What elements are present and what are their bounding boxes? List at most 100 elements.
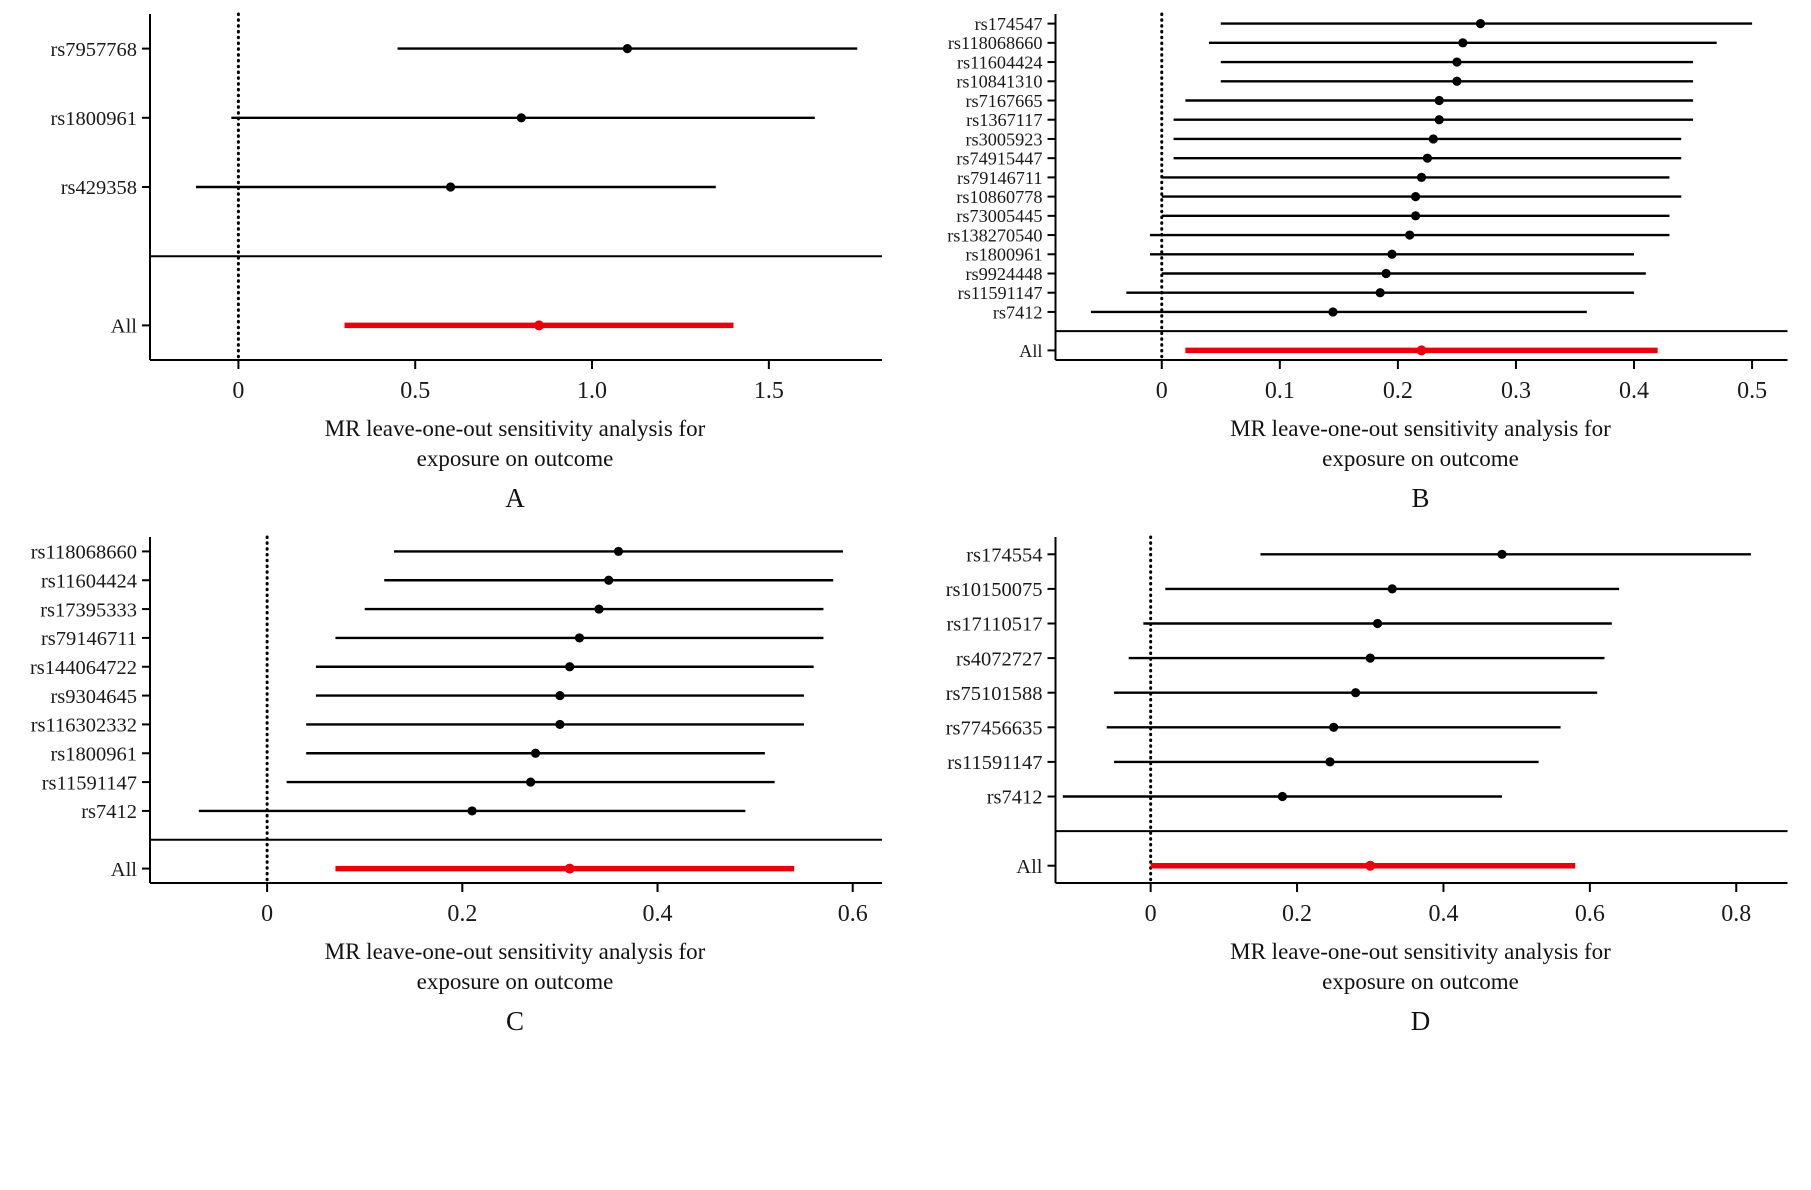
point-marker — [1387, 584, 1397, 594]
row-label: rs73005445 — [956, 206, 1042, 226]
forest-row: rs17110517 — [946, 614, 1612, 636]
row-label: rs116302332 — [31, 715, 137, 737]
figure-grid: 0 0.5 1.0 1.5 rs7957768 rs1800961 rs429358 All … — [0, 4, 1811, 1042]
forest-row: rs77456635 — [946, 717, 1561, 739]
forest-row: rs11591147 — [958, 283, 1635, 303]
row-label: rs1800961 — [50, 743, 137, 765]
x-axis-title-line1: MR leave-one-out sensitivity analysis fo… — [324, 416, 706, 441]
row-label: rs429358 — [61, 177, 137, 199]
forest-row: rs10841310 — [956, 72, 1694, 92]
forest-plot-b: 0 0.1 0.2 0.3 0.4 0.5 rs174547rs118068660rs116… — [947, 12, 1788, 404]
point-marker — [613, 546, 624, 557]
row-label: rs74915447 — [956, 149, 1042, 169]
panel-letter-b: B — [1411, 482, 1430, 513]
row-label: rs7167665 — [965, 91, 1042, 111]
point-marker — [1387, 249, 1397, 259]
row-label: rs9304645 — [50, 686, 137, 708]
forest-row: rs17395333 — [40, 599, 824, 621]
point-marker — [1381, 268, 1391, 279]
forest-panel-c: 0 0.2 0.4 0.6 rs118068660 rs11604424 rs1739533… — [0, 527, 905, 1042]
x-tick-label: 0.4 — [1619, 378, 1649, 404]
point-marker — [1410, 211, 1421, 221]
x-tick-label: 0 — [1156, 378, 1168, 404]
x-axis-title-line2: exposure on outcome — [1322, 446, 1519, 472]
forest-row: rs7957768 — [50, 39, 858, 61]
forest-row: rs74915447 — [956, 149, 1682, 169]
row-label: rs118068660 — [31, 542, 137, 564]
row-label: rs77456635 — [946, 717, 1043, 739]
row-label: rs11604424 — [957, 52, 1043, 72]
forest-row-all: All — [111, 859, 795, 881]
x-axis-title-a: MR leave-one-out sensitivity analysis fo… — [0, 414, 905, 475]
forest-row: rs138270540 — [947, 225, 1670, 245]
row-label: rs7412 — [81, 801, 137, 823]
point-marker — [1375, 288, 1385, 298]
forest-row: rs116302332 — [31, 715, 804, 737]
point-marker — [1351, 688, 1361, 698]
x-tick-label: 0.6 — [1575, 901, 1605, 927]
panel-letter-c: C — [505, 1005, 524, 1036]
forest-panel-b: 0 0.1 0.2 0.3 0.4 0.5 rs174547 rs118068660 rs116… — [905, 4, 1811, 519]
row-label: All — [111, 316, 138, 338]
row-label: rs1367117 — [966, 110, 1042, 130]
x-tick-label: 0.5 — [1737, 378, 1767, 404]
x-axis-title-line1: MR leave-one-out sensitivity analysis fo… — [1230, 416, 1611, 441]
x-axis-title-line2: exposure on outcome — [1322, 969, 1519, 995]
forest-row-all: All — [1019, 341, 1658, 361]
x-tick-label: 0.3 — [1501, 378, 1531, 404]
forest-row: rs11604424 — [41, 570, 834, 592]
row-label: rs4072727 — [956, 648, 1043, 670]
forest-row: rs4072727 — [956, 648, 1605, 670]
row-label: All — [1019, 341, 1042, 361]
all-point-marker — [1416, 345, 1427, 356]
row-label: rs11604424 — [41, 570, 137, 592]
forest-row: rs118068660 — [31, 542, 843, 564]
forest-row: rs11591147 — [42, 772, 775, 794]
point-marker — [1277, 791, 1288, 802]
forest-row: rs174554 — [966, 544, 1751, 566]
forest-row: rs429358 — [61, 177, 716, 199]
x-tick-label: 0.2 — [447, 901, 477, 927]
row-label: rs17395333 — [40, 599, 137, 621]
point-marker — [1452, 76, 1462, 86]
row-label: rs17110517 — [946, 614, 1042, 636]
forest-row-all: All — [1016, 856, 1576, 878]
point-marker — [1328, 307, 1338, 317]
x-axis-title-d: MR leave-one-out sensitivity analysis fo… — [905, 937, 1811, 998]
forest-row: rs1367117 — [966, 110, 1694, 130]
all-point-marker — [564, 863, 575, 874]
row-label: rs9924448 — [965, 264, 1042, 284]
point-marker — [530, 748, 541, 758]
x-axis-title-line1: MR leave-one-out sensitivity analysis fo… — [324, 939, 706, 964]
x-tick-label: 0.8 — [1721, 901, 1751, 927]
forest-row: rs7412 — [987, 787, 1503, 809]
point-marker — [1434, 95, 1444, 106]
forest-panel-d: 0 0.2 0.4 0.6 0.8 rs174554 rs10150075 rs1711051… — [905, 527, 1811, 1042]
forest-row: rs7167665 — [965, 91, 1694, 111]
forest-row: rs75101588 — [946, 683, 1598, 705]
point-marker — [1458, 38, 1468, 48]
row-label: rs10150075 — [946, 579, 1043, 601]
forest-row: rs174547 — [975, 14, 1753, 34]
point-marker — [1410, 192, 1421, 202]
x-tick-label: 0.4 — [643, 901, 673, 927]
row-label: rs144064722 — [30, 657, 137, 679]
point-marker — [1365, 653, 1375, 663]
point-marker — [622, 44, 632, 54]
point-marker — [1422, 153, 1433, 163]
x-tick-label: 1.0 — [577, 378, 607, 404]
forest-plot-d: 0 0.2 0.4 0.6 0.8 rs174554 rs10150075 rs1711051… — [946, 535, 1788, 927]
point-marker — [574, 633, 585, 643]
x-axis-title-line1: MR leave-one-out sensitivity analysis fo… — [1230, 939, 1611, 964]
row-label: rs79146711 — [957, 168, 1043, 188]
row-label: All — [111, 859, 138, 881]
row-label: rs75101588 — [946, 683, 1043, 705]
row-label: rs1800961 — [50, 108, 137, 130]
forest-row: rs118068660 — [948, 33, 1717, 53]
x-tick-label: 0.6 — [838, 901, 868, 927]
row-label: rs138270540 — [947, 225, 1042, 245]
row-label: rs3005923 — [965, 129, 1042, 149]
forest-plot-a: 0 0.5 1.0 1.5 rs7957768 rs1800961 rs429358 All — [50, 12, 882, 404]
forest-row: rs73005445 — [956, 206, 1670, 226]
point-marker — [1416, 172, 1427, 182]
